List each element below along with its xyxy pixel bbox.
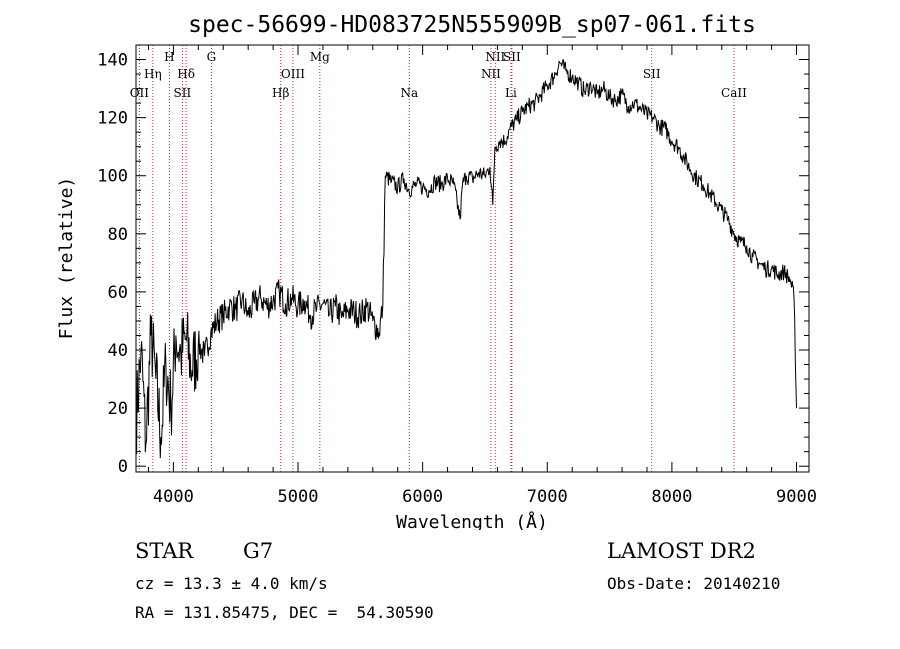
spectrum-chart: spec-56699-HD083725N555909B_sp07-061.fit… (56, 12, 817, 530)
survey-name: LAMOST DR2 (607, 539, 756, 563)
marker-label-4: Hδ (177, 67, 195, 81)
obs-date-text: Obs-Date: 20140210 (607, 574, 781, 593)
marker-label-3: SII (174, 86, 192, 100)
x-tick-label-4: 8000 (651, 487, 692, 507)
marker-label-2: H (164, 50, 174, 64)
marker-label-11: NII (485, 50, 505, 64)
x-axis: 4000 5000 6000 7000 8000 9000 (147, 45, 817, 507)
x-axis-label: Wavelength (Å) (396, 511, 548, 530)
marker-labels: OII HηH SII Hδ G Hβ OIII Mg Na NII NII Li SII SII CaII (130, 50, 747, 100)
marker-label-9: Na (400, 86, 418, 100)
x-tick-label-1: 5000 (278, 487, 319, 507)
object-subclass: G7 (243, 539, 274, 563)
x-tick-label-5: 9000 (776, 487, 817, 507)
x-tick-label-2: 6000 (402, 487, 443, 507)
y-axis: 0 20 40 60 80 100 120 140 (97, 51, 809, 477)
y-tick-label-3: 60 (108, 283, 128, 303)
marker-label-6: Hβ (272, 86, 289, 100)
marker-label-5: G (207, 50, 217, 64)
y-tick-label-7: 140 (97, 51, 128, 71)
marker-label-14: SII (643, 67, 661, 81)
marker-lines (138, 45, 735, 472)
coordinates-text: RA = 131.85475, DEC = 54.30590 (135, 603, 434, 622)
marker-label-0: OII (130, 86, 150, 100)
x-tick-label-3: 7000 (527, 487, 568, 507)
redshift-text: cz = 13.3 ± 4.0 km/s (135, 574, 328, 593)
x-tick-label-0: 4000 (153, 487, 194, 507)
object-class: STAR (135, 539, 194, 563)
plot-frame (135, 44, 810, 473)
y-tick-label-6: 120 (97, 109, 128, 129)
marker-label-13: SII (503, 50, 521, 64)
marker-label-7: OIII (281, 67, 305, 81)
y-tick-label-1: 20 (108, 399, 128, 419)
marker-label-8: Mg (310, 50, 330, 64)
chart-title: spec-56699-HD083725N555909B_sp07-061.fit… (188, 12, 756, 38)
y-tick-label-5: 100 (97, 167, 128, 187)
y-axis-label: Flux (relative) (56, 177, 77, 340)
y-tick-label-2: 40 (108, 341, 128, 361)
spectrum-line (135, 59, 797, 459)
marker-label-15: CaII (721, 86, 747, 100)
y-tick-label-0: 0 (118, 457, 128, 477)
marker-label-10: NII (481, 67, 501, 81)
marker-label-1: Hη (144, 67, 162, 81)
marker-label-12: Li (505, 86, 517, 100)
y-tick-label-4: 80 (108, 225, 128, 245)
